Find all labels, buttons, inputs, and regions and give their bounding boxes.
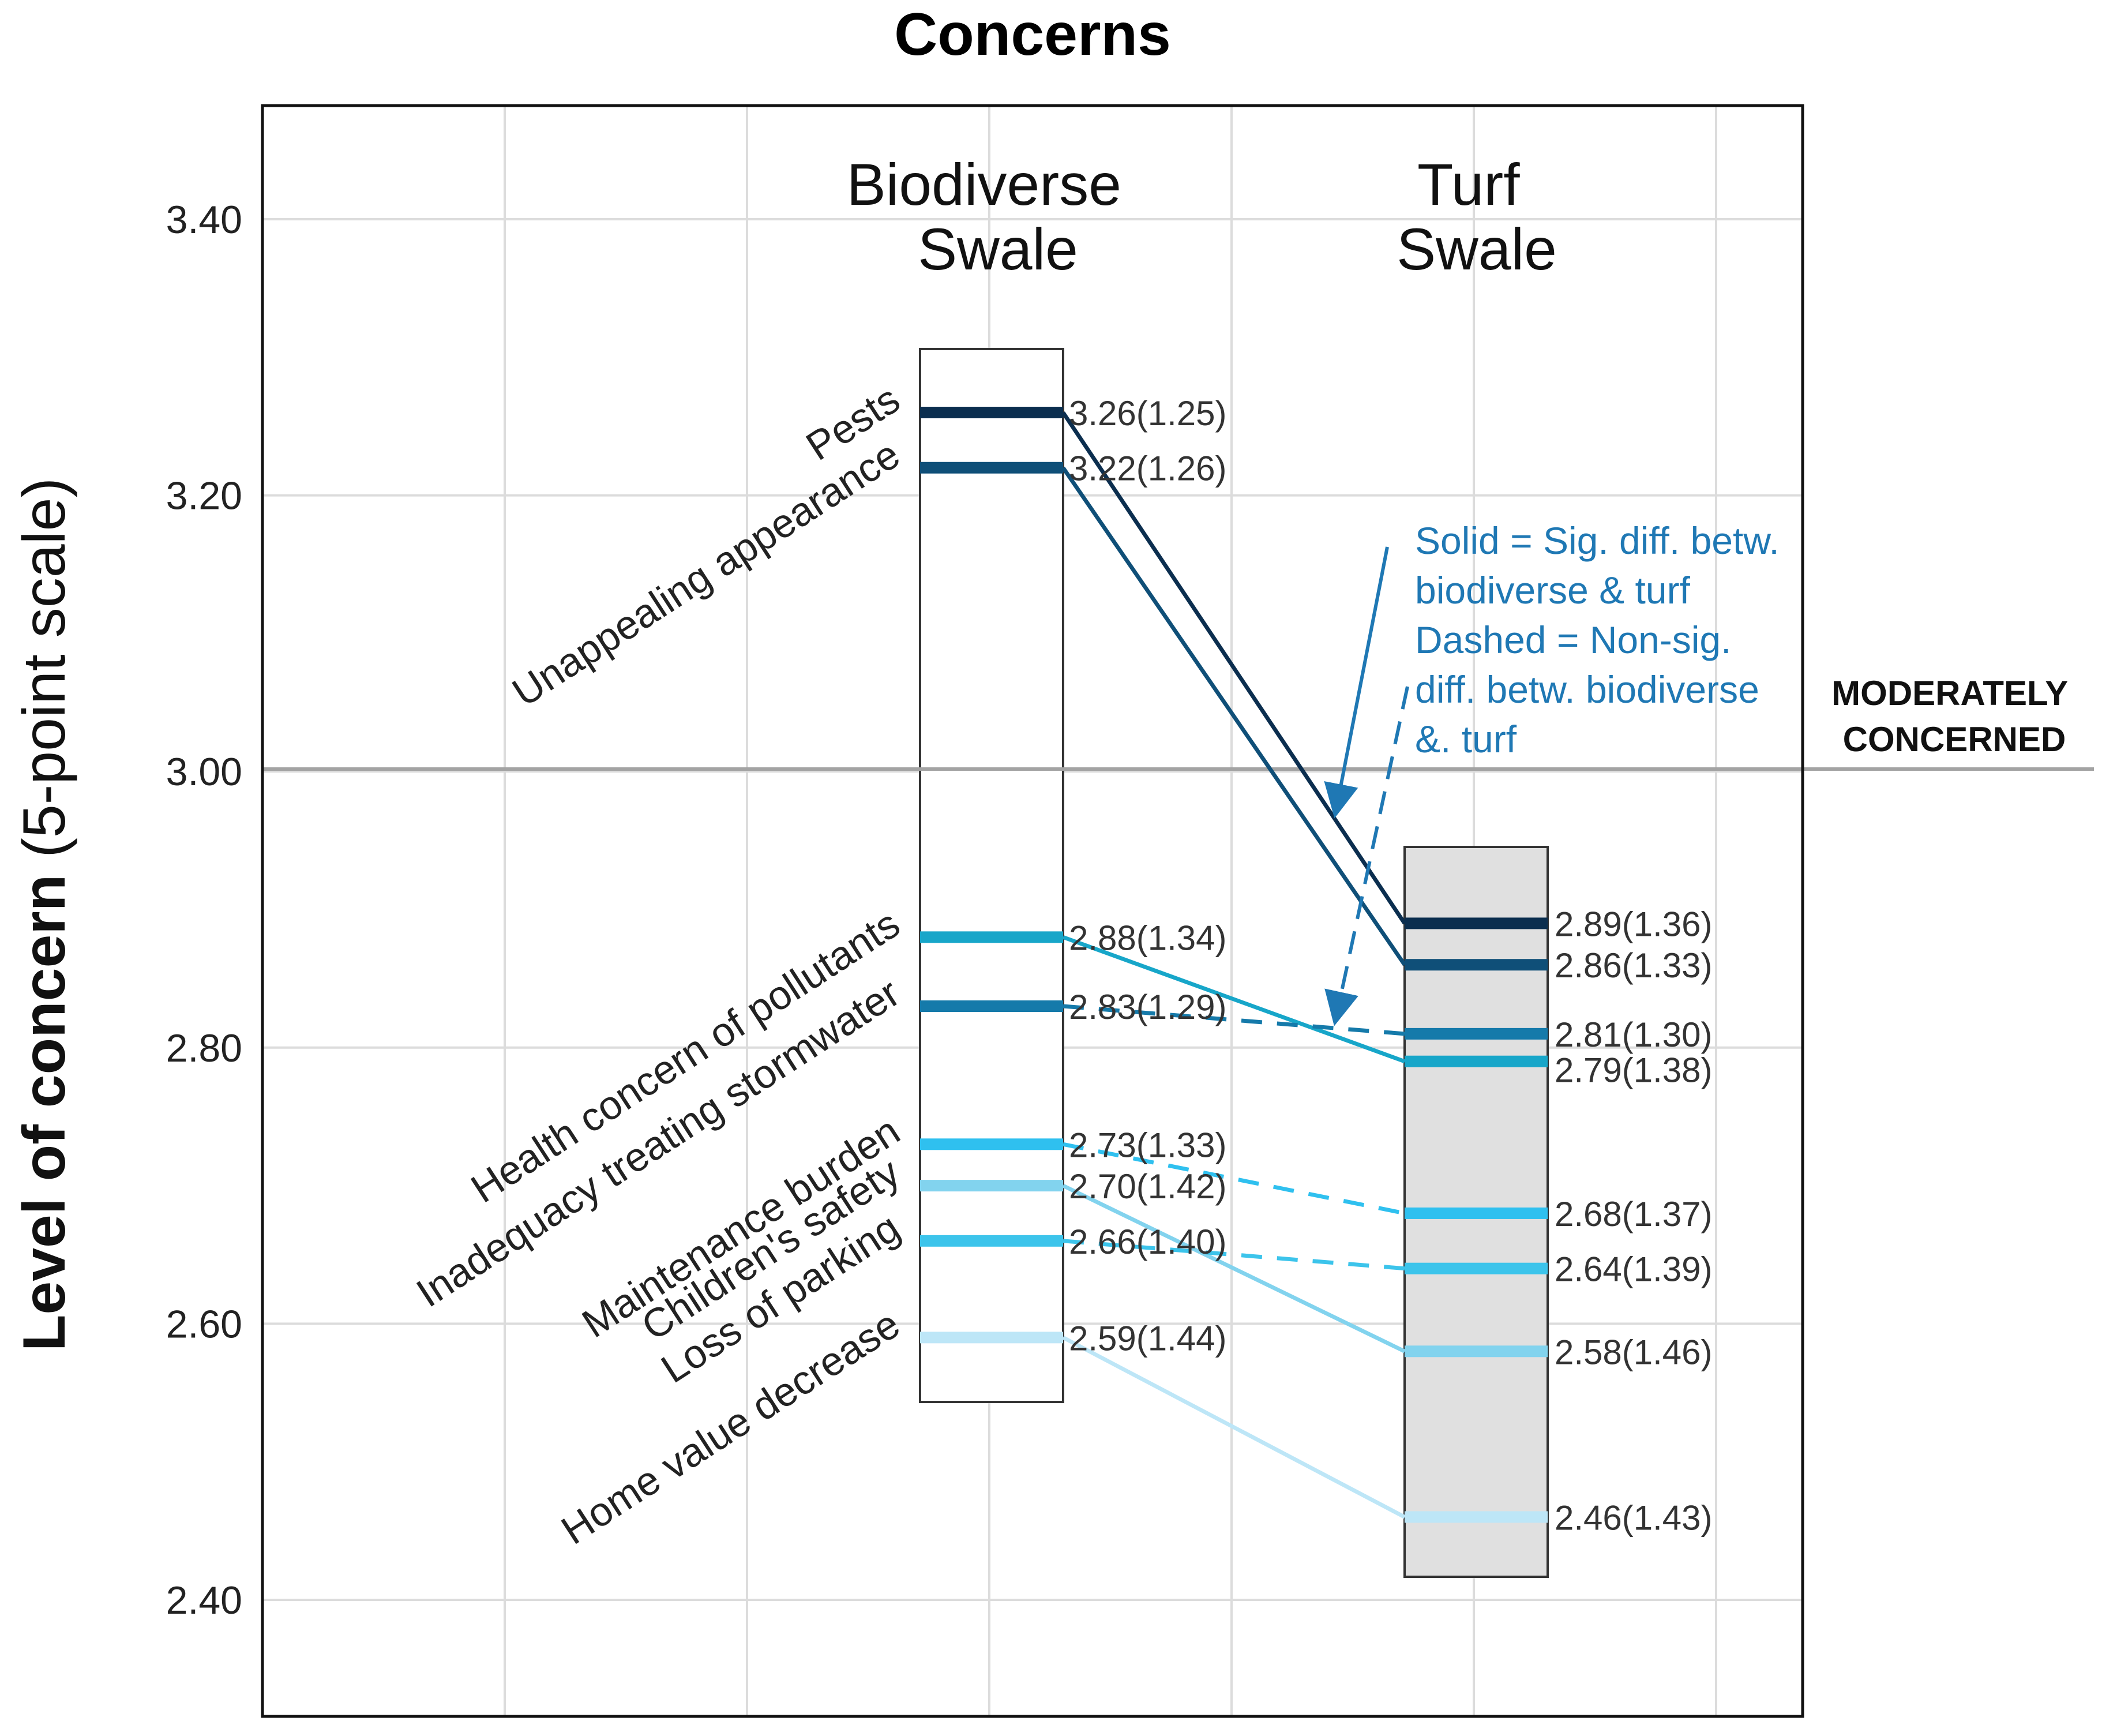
bar-turf-maintenance-burden bbox=[1405, 1207, 1548, 1219]
bar-turf-pests bbox=[1405, 917, 1548, 929]
reference-label-line1: MODERATELY bbox=[1831, 674, 2068, 713]
value-label-biodiverse: 2.66(1.40) bbox=[1069, 1223, 1227, 1261]
y-tick-label: 3.00 bbox=[166, 750, 242, 794]
value-label-turf: 2.81(1.30) bbox=[1555, 1015, 1713, 1054]
significance-note: Solid = Sig. diff. betw. biodiverse & tu… bbox=[1415, 519, 1790, 760]
bar-biodiverse-children-s-safety bbox=[920, 1180, 1063, 1192]
y-axis-label-rest: (5-point scale) bbox=[11, 478, 78, 875]
chart-title: Concerns bbox=[894, 1, 1171, 68]
group-header-turf-line2: Swale bbox=[1397, 216, 1557, 282]
value-labels: 3.26(1.25) 2.89(1.36) 3.22(1.26) 2.86(1.33)… bbox=[1069, 394, 1713, 1537]
value-label-biodiverse: 3.26(1.25) bbox=[1069, 394, 1227, 433]
group-header-turf: Turf Swale bbox=[1397, 152, 1557, 282]
value-label-turf: 2.79(1.38) bbox=[1555, 1051, 1713, 1090]
bar-biodiverse-maintenance-burden bbox=[920, 1138, 1063, 1150]
bar-biodiverse-unappealing-appearance bbox=[920, 462, 1063, 474]
y-tick-label: 2.60 bbox=[166, 1302, 242, 1346]
y-axis-ticks: 3.40 3.20 3.00 2.80 2.60 2.40 bbox=[166, 198, 242, 1622]
value-label-biodiverse: 2.73(1.33) bbox=[1069, 1126, 1227, 1164]
note-line-5: &. turf bbox=[1415, 718, 1517, 760]
group-header-biodiverse: Biodiverse Swale bbox=[847, 152, 1138, 282]
value-label-biodiverse: 2.88(1.34) bbox=[1069, 918, 1227, 957]
value-label-turf: 2.64(1.39) bbox=[1555, 1250, 1713, 1289]
y-axis-label: Level of concern (5-point scale) bbox=[11, 478, 78, 1351]
reference-label-line2: CONCERNED bbox=[1843, 720, 2066, 759]
connector-maintenance-burden bbox=[1063, 1142, 1405, 1216]
value-label-biodiverse: 2.83(1.29) bbox=[1069, 988, 1227, 1026]
group-header-biodiverse-line2: Swale bbox=[918, 216, 1078, 282]
value-bars bbox=[920, 407, 1548, 1523]
group-header-biodiverse-line1: Biodiverse bbox=[847, 152, 1121, 218]
note-line-2: biodiverse & turf bbox=[1415, 569, 1691, 612]
bar-biodiverse-health-concern-of-pollutants bbox=[920, 931, 1063, 943]
y-tick-label: 2.40 bbox=[166, 1578, 242, 1622]
value-label-biodiverse: 3.22(1.26) bbox=[1069, 449, 1227, 488]
value-label-turf: 2.58(1.46) bbox=[1555, 1333, 1713, 1371]
bar-turf-children-s-safety bbox=[1405, 1345, 1548, 1358]
note-line-4: diff. betw. biodiverse bbox=[1415, 668, 1759, 711]
y-tick-label: 3.40 bbox=[166, 198, 242, 242]
connector-home-value-decrease bbox=[1062, 1336, 1406, 1519]
bar-turf-inadequacy-treating-stormwater bbox=[1405, 1028, 1548, 1040]
bar-turf-home-value-decrease bbox=[1405, 1511, 1548, 1523]
y-tick-label: 2.80 bbox=[166, 1026, 242, 1070]
connector-children-s-safety bbox=[1062, 1183, 1406, 1353]
note-arrow-solid bbox=[1324, 546, 1389, 819]
bar-turf-unappealing-appearance bbox=[1405, 959, 1548, 971]
bar-biodiverse-home-value-decrease bbox=[920, 1332, 1063, 1344]
group-header-turf-line1: Turf bbox=[1417, 152, 1520, 218]
value-label-turf: 2.46(1.43) bbox=[1555, 1498, 1713, 1537]
slope-connectors bbox=[1061, 411, 1406, 1519]
note-line-3: Dashed = Non-sig. bbox=[1415, 618, 1731, 661]
y-tick-label: 3.20 bbox=[166, 474, 242, 518]
plot-frame bbox=[261, 104, 1804, 1718]
value-label-biodiverse: 2.70(1.42) bbox=[1069, 1167, 1227, 1206]
note-line-1: Solid = Sig. diff. betw. bbox=[1415, 519, 1780, 562]
bar-turf-health-concern-of-pollutants bbox=[1405, 1055, 1548, 1067]
value-label-turf: 2.68(1.37) bbox=[1555, 1195, 1713, 1233]
connector-pests bbox=[1061, 411, 1406, 925]
value-label-turf: 2.89(1.36) bbox=[1555, 905, 1713, 943]
connector-unappealing-appearance bbox=[1061, 466, 1406, 966]
connector-health-concern-of-pollutants bbox=[1062, 935, 1406, 1064]
note-arrow-dashed bbox=[1324, 686, 1409, 1026]
bar-biodiverse-inadequacy-treating-stormwater bbox=[920, 1000, 1063, 1013]
bar-turf-loss-of-parking bbox=[1405, 1262, 1548, 1274]
bar-biodiverse-loss-of-parking bbox=[920, 1235, 1063, 1247]
reference-label: MODERATELY CONCERNED bbox=[1831, 674, 2077, 759]
value-label-biodiverse: 2.59(1.44) bbox=[1069, 1319, 1227, 1358]
bar-biodiverse-pests bbox=[920, 407, 1063, 419]
value-label-turf: 2.86(1.33) bbox=[1555, 946, 1713, 985]
y-axis-label-bold: Level of concern bbox=[11, 875, 78, 1351]
biodiverse-range-box bbox=[919, 348, 1064, 1403]
